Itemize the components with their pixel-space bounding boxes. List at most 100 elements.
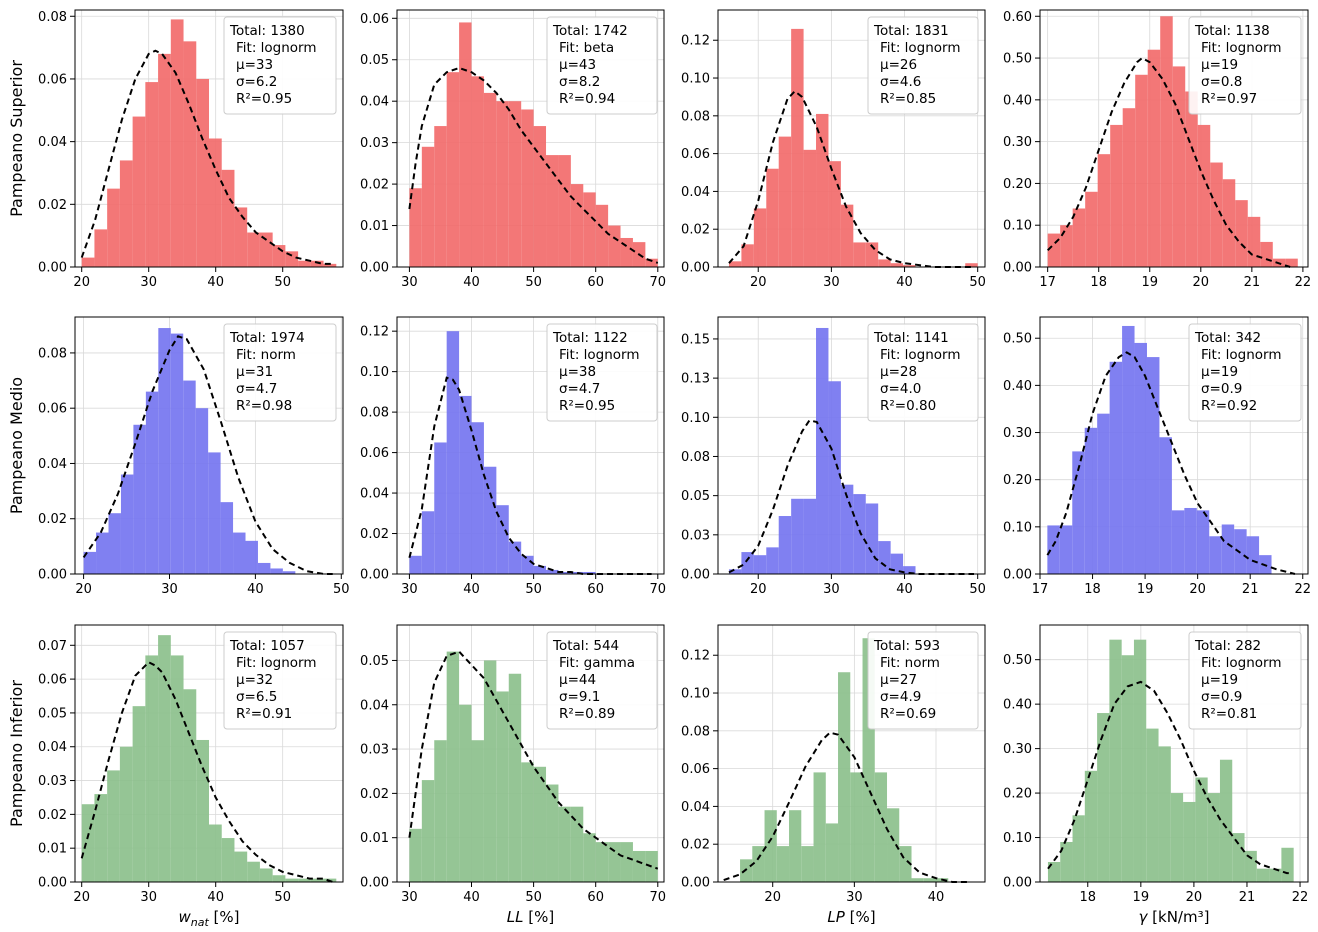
stats-sigma: σ=0.9 — [1201, 381, 1242, 397]
stats-total: Total: 1122 — [552, 330, 628, 346]
stats-mu: μ=38 — [559, 364, 596, 380]
subplot-3-2: 30 40 50 60 70 0.00 0.01 0.02 0.03 0.04 0.05 Total:… — [360, 624, 666, 905]
y-tick-label: 0.00 — [360, 568, 389, 583]
y-tick-label: 0.00 — [1003, 568, 1032, 583]
x-tick-label: 20 — [750, 275, 767, 290]
subplot-1-1: 20 30 40 50 0.00 0.02 0.04 0.06 0.08 Total: 1380F… — [38, 9, 344, 290]
row-label: Pampeano Medio — [7, 377, 26, 514]
histogram-bar — [183, 380, 196, 574]
histogram-bar — [878, 541, 891, 574]
x-tick-label: 17 — [1032, 582, 1049, 597]
histogram-bar — [903, 265, 916, 267]
histogram-bar — [196, 78, 209, 267]
histogram-bar — [1260, 241, 1273, 267]
histogram-bar — [546, 569, 559, 574]
y-tick-label: 0.00 — [681, 876, 710, 891]
histogram-bar — [608, 842, 621, 882]
histogram-bar — [890, 553, 904, 574]
histogram-bar — [421, 511, 435, 574]
histogram-bar — [259, 232, 273, 267]
histogram-bar — [132, 116, 146, 267]
x-tick-label: 20 — [750, 582, 767, 597]
y-tick-label: 0.02 — [360, 527, 389, 542]
y-tick-label: 0.12 — [681, 34, 710, 49]
histogram-bar — [1269, 868, 1282, 882]
y-tick-label: 0.06 — [360, 446, 389, 461]
histogram-bar — [1047, 861, 1061, 882]
y-tick-label: 0.02 — [38, 512, 67, 527]
y-tick-label: 0.00 — [38, 876, 67, 891]
y-tick-label: 0.20 — [1003, 473, 1032, 488]
x-axis-label: LL [%] — [507, 908, 554, 926]
stats-sigma: σ=0.8 — [1201, 74, 1242, 90]
y-tick-label: 0.30 — [1003, 426, 1032, 441]
histogram-bar — [1209, 536, 1222, 574]
histogram-bar — [1122, 108, 1136, 268]
histogram-bar — [1121, 655, 1134, 882]
fit-curve — [82, 335, 333, 575]
histogram-bar — [595, 842, 609, 882]
histogram-bar — [753, 555, 767, 574]
stats-total: Total: 1974 — [229, 330, 305, 346]
histogram-bar — [120, 474, 134, 574]
x-tick-label: 60 — [587, 582, 604, 597]
histogram-bar — [1219, 759, 1233, 882]
fit-curve — [723, 731, 969, 883]
stats-mu: μ=27 — [880, 672, 917, 688]
y-tick-label: 0.00 — [1003, 261, 1032, 276]
histogram-bar — [803, 149, 817, 267]
histogram-bar — [583, 833, 596, 882]
axes-frame — [74, 624, 344, 883]
row-label: Pampeano Inferior — [7, 680, 26, 827]
histogram-bar — [1085, 191, 1098, 267]
y-tick-label: 0.10 — [1003, 831, 1032, 846]
x-tick-label: 50 — [274, 275, 291, 290]
y-tick-label: 0.12 — [360, 325, 389, 340]
stats-total: Total: 1831 — [873, 23, 949, 39]
y-tick-label: 0.00 — [681, 261, 710, 276]
histogram-bar — [1183, 801, 1196, 882]
stats-r2: R²=0.98 — [236, 398, 292, 414]
histogram-bar — [81, 804, 95, 882]
histogram-bar — [776, 846, 790, 882]
y-tick-label: 0.13 — [681, 372, 710, 387]
stats-total: Total: 1057 — [229, 638, 305, 654]
x-tick-label: 18 — [1090, 275, 1107, 290]
histogram-bar — [778, 516, 792, 574]
histogram-bar — [878, 259, 891, 267]
stats-fit: Fit: gamma — [559, 655, 635, 671]
axes-frame — [717, 624, 986, 883]
y-tick-label: 0.40 — [1003, 379, 1032, 394]
y-tick-label: 0.08 — [681, 450, 710, 465]
histogram-bar — [1135, 74, 1148, 267]
x-tick-label: 30 — [161, 582, 178, 597]
y-tick-label: 0.20 — [1003, 177, 1032, 192]
histogram-bar — [728, 261, 742, 267]
stats-fit: Fit: lognorm — [236, 40, 317, 56]
histogram-bar — [208, 452, 221, 574]
stats-total: Total: 1742 — [552, 23, 628, 39]
histogram-bar — [965, 263, 978, 267]
x-tick-label: 21 — [1244, 275, 1261, 290]
x-tick-label: 20 — [73, 890, 90, 905]
x-tick-label: 40 — [896, 582, 913, 597]
x-tick-label: 19 — [1137, 582, 1154, 597]
histogram-bar — [298, 260, 311, 267]
stats-total: Total: 282 — [1194, 638, 1261, 654]
x-tick-label: 40 — [247, 582, 264, 597]
histogram-bar — [1232, 833, 1245, 882]
stats-mu: μ=32 — [236, 672, 273, 688]
histogram-bar — [764, 810, 777, 882]
stats-fit: Fit: beta — [559, 40, 614, 56]
stats-r2: R²=0.81 — [1201, 706, 1257, 722]
x-tick-label: 20 — [1189, 582, 1206, 597]
histogram-bar — [285, 251, 299, 267]
histogram-bar — [145, 82, 159, 268]
fit-curve — [408, 66, 659, 264]
histogram-bar — [234, 851, 248, 882]
histogram-bar — [803, 498, 817, 574]
y-tick-label: 0.10 — [1003, 219, 1032, 234]
y-tick-label: 0.04 — [38, 135, 67, 150]
x-tick-label: 30 — [401, 890, 418, 905]
histogram-bar — [195, 408, 209, 574]
